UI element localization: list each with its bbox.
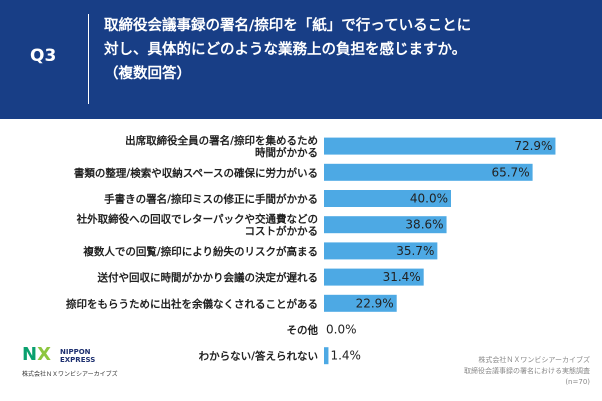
- source-company: 株式会社ＮＸワンビシアーカイブズ: [478, 356, 590, 364]
- value-label: 35.7%: [396, 244, 434, 258]
- category-label: 捺印をもらうために出社を余儀なくされることがある: [66, 297, 318, 310]
- category-label: わからない/答えられない: [199, 350, 318, 363]
- nx-logo-mark: NX: [22, 344, 58, 365]
- value-label: 1.4%: [330, 349, 361, 363]
- category-label: 複数人での回覧/捺印により紛失のリスクが高まる: [82, 245, 318, 258]
- bar: [324, 190, 451, 207]
- bar-chart: 出席取締役全員の署名/捺印を集めるため時間がかかる 72.9% 書類の整理/検索や収…: [66, 134, 556, 365]
- question-number: Q3: [30, 46, 57, 66]
- bar: [324, 268, 424, 286]
- value-label: 0.0%: [326, 323, 357, 337]
- bar: [324, 242, 438, 260]
- bar: [324, 216, 447, 234]
- logo-company-name: 株式会社ＮＸワンビシアーカイブズ: [22, 371, 118, 378]
- value-label: 65.7%: [491, 165, 529, 179]
- value-label: 72.9%: [514, 139, 552, 153]
- bar: [324, 137, 556, 155]
- category-label: その他: [287, 324, 319, 337]
- bar: [324, 347, 329, 365]
- source-sample-size: (n=70): [565, 378, 590, 386]
- logo-wordmark-line-1: NIPPON: [60, 348, 91, 356]
- value-label: 40.0%: [410, 192, 448, 206]
- category-label-line: コストがかかる: [245, 225, 319, 238]
- bar: [324, 294, 397, 312]
- logo-wordmark-line-2: EXPRESS: [60, 356, 96, 364]
- source-survey: 取締役会議事録の署名における実態調査: [464, 367, 590, 375]
- question-header: Q3 取締役会議事録の署名/捺印を「紙」で行っていることに 対し、具体的にどのよ…: [0, 0, 602, 119]
- header-divider: [88, 14, 89, 104]
- category-label: 出席取締役全員の署名/捺印を集めるため時間がかかる: [125, 134, 318, 159]
- value-label: 38.6%: [405, 218, 443, 232]
- category-label-line: 社外取締役への回収でレターパックや交通費などの: [76, 213, 318, 226]
- category-label-line: 時間がかかる: [255, 146, 318, 159]
- category-label: 送付や回収に時間がかかり会議の決定が遅れる: [97, 271, 319, 284]
- bar: [324, 163, 533, 181]
- source-note: 株式会社ＮＸワンビシアーカイブズ 取締役会議事録の署名における実態調査 (n=7…: [390, 355, 590, 388]
- category-label: 手書きの署名/捺印ミスの修正に手間がかかる: [104, 193, 318, 206]
- category-label: 社外取締役への回収でレターパックや交通費などのコストがかかる: [76, 213, 318, 238]
- logo-wordmark: NIPPON EXPRESS: [60, 348, 95, 364]
- chart-panel: 出席取締役全員の署名/捺印を集めるため時間がかかる 72.9% 書類の整理/検索や収…: [8, 119, 592, 399]
- question-title-line-2: 対し、具体的にどのような業務上の負担を感じますか。: [104, 42, 467, 58]
- company-logo: NX NIPPON EXPRESS 株式会社ＮＸワンビシアーカイブズ: [22, 344, 162, 383]
- logo-mark-x: X: [37, 344, 51, 365]
- question-title-line-3: （複数回答）: [104, 66, 191, 82]
- category-label: 書類の整理/検索や収納スペースの確保に労力がいる: [74, 166, 318, 179]
- category-label-line: 出席取締役全員の署名/捺印を集めるため: [125, 134, 318, 147]
- question-title: 取締役会議事録の署名/捺印を「紙」で行っていることに 対し、具体的にどのような業…: [104, 14, 584, 86]
- logo-mark-n: N: [22, 344, 38, 365]
- value-label: 31.4%: [383, 270, 421, 284]
- question-title-line-1: 取締役会議事録の署名/捺印を「紙」で行っていることに: [104, 18, 472, 34]
- value-label: 22.9%: [356, 296, 394, 310]
